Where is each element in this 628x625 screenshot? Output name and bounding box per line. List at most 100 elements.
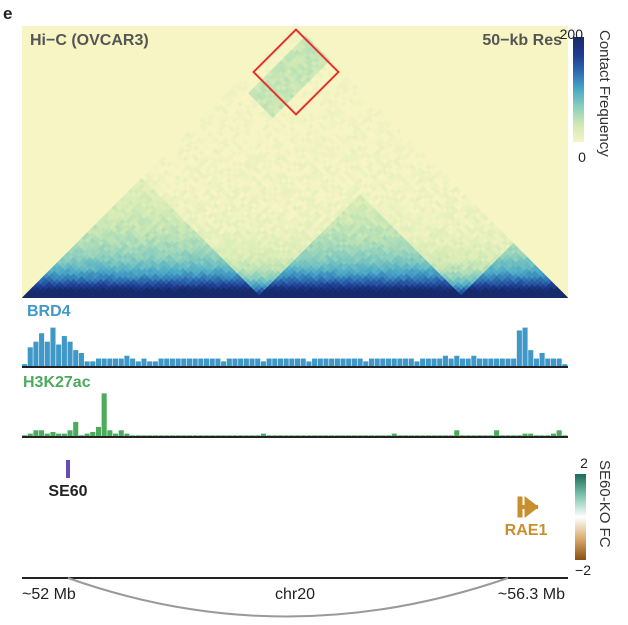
heatmap-cell [259, 90, 266, 97]
heatmap-cell [68, 264, 75, 272]
heatmap-cell [106, 237, 113, 244]
heatmap-cell [305, 71, 312, 78]
heatmap-cell [376, 109, 383, 116]
heatmap-cell [297, 40, 304, 48]
heatmap-cell [106, 270, 113, 277]
heatmap-cell [48, 278, 56, 285]
heatmap-cell [316, 109, 323, 116]
heatmap-cell [316, 71, 323, 78]
heatmap-cell [289, 109, 296, 116]
heatmap-cell [275, 40, 282, 48]
heatmap-cell [338, 109, 345, 116]
heatmap-cell [253, 90, 260, 97]
heatmap-cell [106, 286, 113, 293]
heatmap-cell [29, 286, 37, 293]
heatmap-cell [37, 278, 45, 285]
heatmap-cell [275, 46, 282, 53]
heatmap-cell [280, 90, 288, 97]
heatmap-cell [278, 109, 285, 116]
heatmap-cell [68, 281, 75, 288]
heatmap-cell [335, 90, 342, 97]
heatmap-cells [22, 26, 568, 298]
heatmap-cell [256, 109, 263, 116]
heatmap-cell [68, 270, 75, 277]
heatmap-cell [267, 71, 274, 78]
heatmap-cell [280, 46, 288, 53]
heatmap-cell [297, 90, 304, 97]
heatmap-cell [43, 278, 50, 285]
heatmap-cell [245, 71, 252, 78]
heatmap-cell [48, 289, 56, 296]
heatmap-cell [310, 71, 318, 78]
heatmap-cell [43, 289, 50, 296]
heatmap-cell [321, 109, 329, 116]
heatmap-cell [87, 245, 94, 252]
heatmap-cell [51, 270, 58, 277]
heatmap-cell [291, 26, 299, 31]
heatmap-cell [256, 71, 263, 78]
heatmap-cell [354, 109, 361, 116]
heatmap-cell [300, 109, 307, 116]
heatmap-cell [278, 71, 285, 78]
heatmap-cell [270, 90, 277, 97]
heatmap-cell [330, 90, 337, 97]
heatmap-cell [346, 90, 353, 97]
heatmap-cell [231, 90, 239, 97]
heatmap-cell [48, 273, 56, 280]
heatmap-cell [286, 40, 293, 48]
heatmap-cell [87, 234, 94, 242]
heatmap-cell [106, 215, 113, 222]
heatmap-cell [37, 289, 45, 296]
heatmap-cell [234, 109, 241, 116]
heatmap-cell [87, 251, 94, 258]
heatmap-cell [324, 90, 331, 97]
heatmap-cell [68, 259, 75, 266]
heatmap-cell [291, 46, 299, 53]
heatmap-cell [223, 109, 230, 116]
heatmap-cell [226, 90, 233, 97]
heatmap-cell [310, 109, 318, 116]
heatmap-cell [68, 286, 75, 293]
heatmap-cell [87, 256, 94, 263]
heatmap-cell [267, 109, 274, 116]
heatmap-cell [245, 109, 252, 116]
heatmap-cell [365, 109, 372, 116]
heatmap-cell [291, 90, 299, 97]
heatmap-cell [106, 281, 113, 288]
heatmap-cell [338, 71, 345, 78]
heatmap-cell [87, 289, 94, 296]
heatmap-cell [300, 71, 307, 78]
heatmap-cell [308, 90, 315, 97]
heatmap-cell [106, 226, 113, 233]
heatmap-cell [51, 286, 58, 293]
heatmap-cell [275, 90, 282, 97]
heatmap-cell [357, 90, 364, 97]
heatmap-cell [289, 71, 296, 78]
heatmap-cell [218, 109, 225, 116]
heatmap-cell [286, 90, 293, 97]
heatmap-cell [343, 109, 350, 116]
heatmap-cell [87, 273, 94, 280]
heatmap-cell [51, 264, 58, 272]
heatmap-cell [106, 259, 113, 266]
heatmap-cell [87, 278, 94, 285]
heatmap-cell [308, 46, 315, 53]
heatmap-cell [207, 109, 214, 116]
hic-heatmap [22, 26, 568, 298]
panel-label: e [3, 4, 12, 23]
heatmap-cell [305, 109, 312, 116]
heatmap-cell [261, 109, 269, 116]
heatmap-cell [43, 273, 50, 280]
heatmap-cell [270, 46, 277, 53]
heatmap-cell [327, 71, 334, 78]
heatmap-cell [297, 46, 304, 53]
heatmap-cell [237, 90, 244, 97]
heatmap-cell [283, 109, 290, 116]
heatmap-cell [261, 71, 269, 78]
heatmap-cell [360, 109, 367, 116]
heatmap-cell [286, 46, 293, 53]
heatmap-cell [106, 264, 113, 272]
heatmap-cell [242, 90, 249, 97]
heatmap-cell [291, 40, 299, 48]
